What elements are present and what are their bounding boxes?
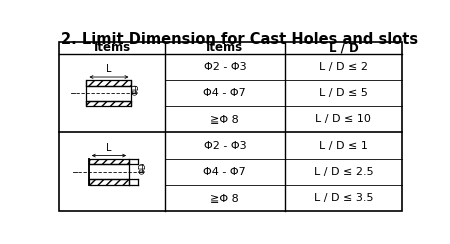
Bar bbox=[86, 101, 131, 106]
Bar bbox=[89, 179, 129, 185]
Text: ≧Φ 8: ≧Φ 8 bbox=[211, 114, 239, 124]
Bar bbox=[86, 80, 131, 86]
Text: 2. Limit Dimension for Cast Holes and slots: 2. Limit Dimension for Cast Holes and sl… bbox=[61, 32, 418, 47]
Text: Φ2 - Φ3: Φ2 - Φ3 bbox=[203, 141, 246, 151]
Text: ΦD: ΦD bbox=[139, 162, 148, 174]
Text: ΦD: ΦD bbox=[131, 84, 140, 95]
Text: Items: Items bbox=[206, 41, 243, 54]
Text: L / D ≤ 5: L / D ≤ 5 bbox=[319, 88, 368, 98]
Text: ≧Φ 8: ≧Φ 8 bbox=[211, 193, 239, 203]
Text: Φ4 - Φ7: Φ4 - Φ7 bbox=[203, 88, 246, 98]
Text: Φ2 - Φ3: Φ2 - Φ3 bbox=[203, 62, 246, 72]
Text: L / D ≤ 2: L / D ≤ 2 bbox=[319, 62, 368, 72]
Text: L: L bbox=[106, 143, 112, 153]
Bar bbox=[89, 159, 129, 164]
Text: L: L bbox=[106, 64, 112, 74]
Text: L / D ≤ 3.5: L / D ≤ 3.5 bbox=[314, 193, 373, 203]
Text: L / D ≤ 1: L / D ≤ 1 bbox=[319, 141, 368, 151]
Text: L / D ≤ 10: L / D ≤ 10 bbox=[315, 114, 371, 124]
Text: L / D: L / D bbox=[328, 41, 358, 54]
Text: L / D ≤ 2.5: L / D ≤ 2.5 bbox=[314, 167, 373, 177]
Text: Items: Items bbox=[94, 41, 130, 54]
Text: Φ4 - Φ7: Φ4 - Φ7 bbox=[203, 167, 246, 177]
